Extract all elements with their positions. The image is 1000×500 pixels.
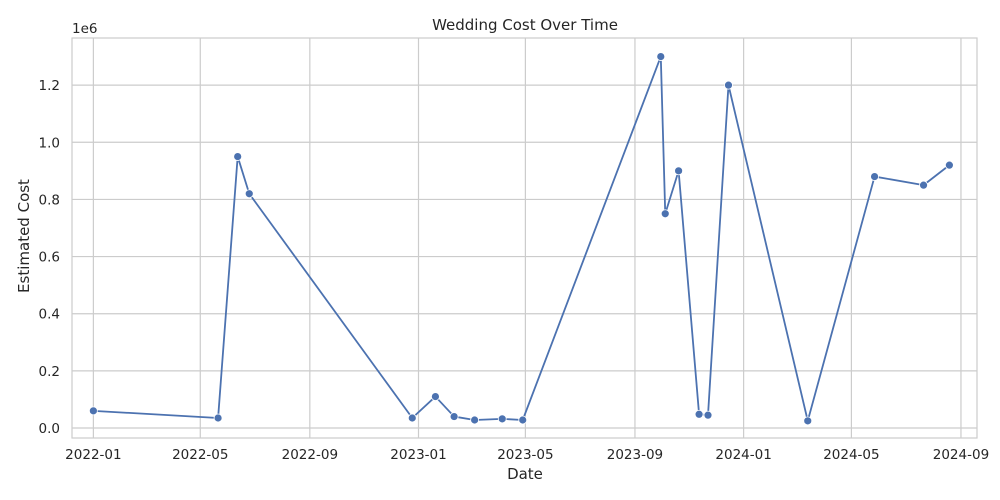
series-layer <box>88 52 954 426</box>
data-point <box>88 406 98 416</box>
data-point <box>803 416 813 426</box>
data-point <box>724 80 733 90</box>
data-point <box>244 189 254 199</box>
data-point <box>674 166 683 176</box>
x-tick-label: 2024-05 <box>823 447 879 463</box>
y-tick-label: 1.0 <box>39 135 60 151</box>
data-point <box>233 152 243 161</box>
x-axis-title: Date <box>507 465 543 483</box>
y-offset-label: 1e6 <box>72 21 97 37</box>
plot-area <box>71 37 978 439</box>
x-tick-label: 2023-09 <box>607 447 663 463</box>
data-point <box>497 414 507 424</box>
x-tick-label: 2022-01 <box>65 447 121 463</box>
y-tick-label: 1.2 <box>39 78 60 94</box>
x-tick-label: 2023-01 <box>390 447 446 463</box>
x-tick-label: 2022-09 <box>282 447 338 463</box>
data-point <box>703 410 713 420</box>
data-point <box>213 413 223 423</box>
data-point <box>518 415 528 425</box>
x-tick-label: 2023-05 <box>497 447 553 463</box>
data-point <box>470 415 480 425</box>
x-tick-label: 2022-05 <box>172 447 228 463</box>
data-point <box>944 160 954 170</box>
data-point <box>870 172 879 181</box>
y-axis: 0.0 0.2 0.4 0.6 0.8 1.0 1.2 <box>39 78 60 437</box>
x-tick-label: 2024-09 <box>933 447 989 463</box>
x-tick-label: 2024-01 <box>715 447 771 463</box>
data-point <box>694 409 704 419</box>
data-point <box>919 180 928 190</box>
data-point <box>656 52 666 61</box>
grid <box>72 38 977 438</box>
data-point <box>660 209 670 219</box>
y-tick-label: 0.8 <box>39 192 60 208</box>
series-line <box>93 55 950 422</box>
data-point <box>431 392 440 401</box>
y-tick-label: 0.4 <box>39 307 60 323</box>
y-tick-label: 0.6 <box>39 250 60 266</box>
data-point <box>407 413 417 423</box>
chart-title: Wedding Cost Over Time <box>432 16 618 34</box>
data-point <box>449 412 459 421</box>
y-axis-title: Estimated Cost <box>15 179 33 293</box>
y-tick-label: 0.2 <box>39 364 60 380</box>
y-tick-label: 0.0 <box>39 421 60 437</box>
x-axis: 2022-01 2022-05 2022-09 2023-01 2023-05 2023-… <box>65 447 989 463</box>
